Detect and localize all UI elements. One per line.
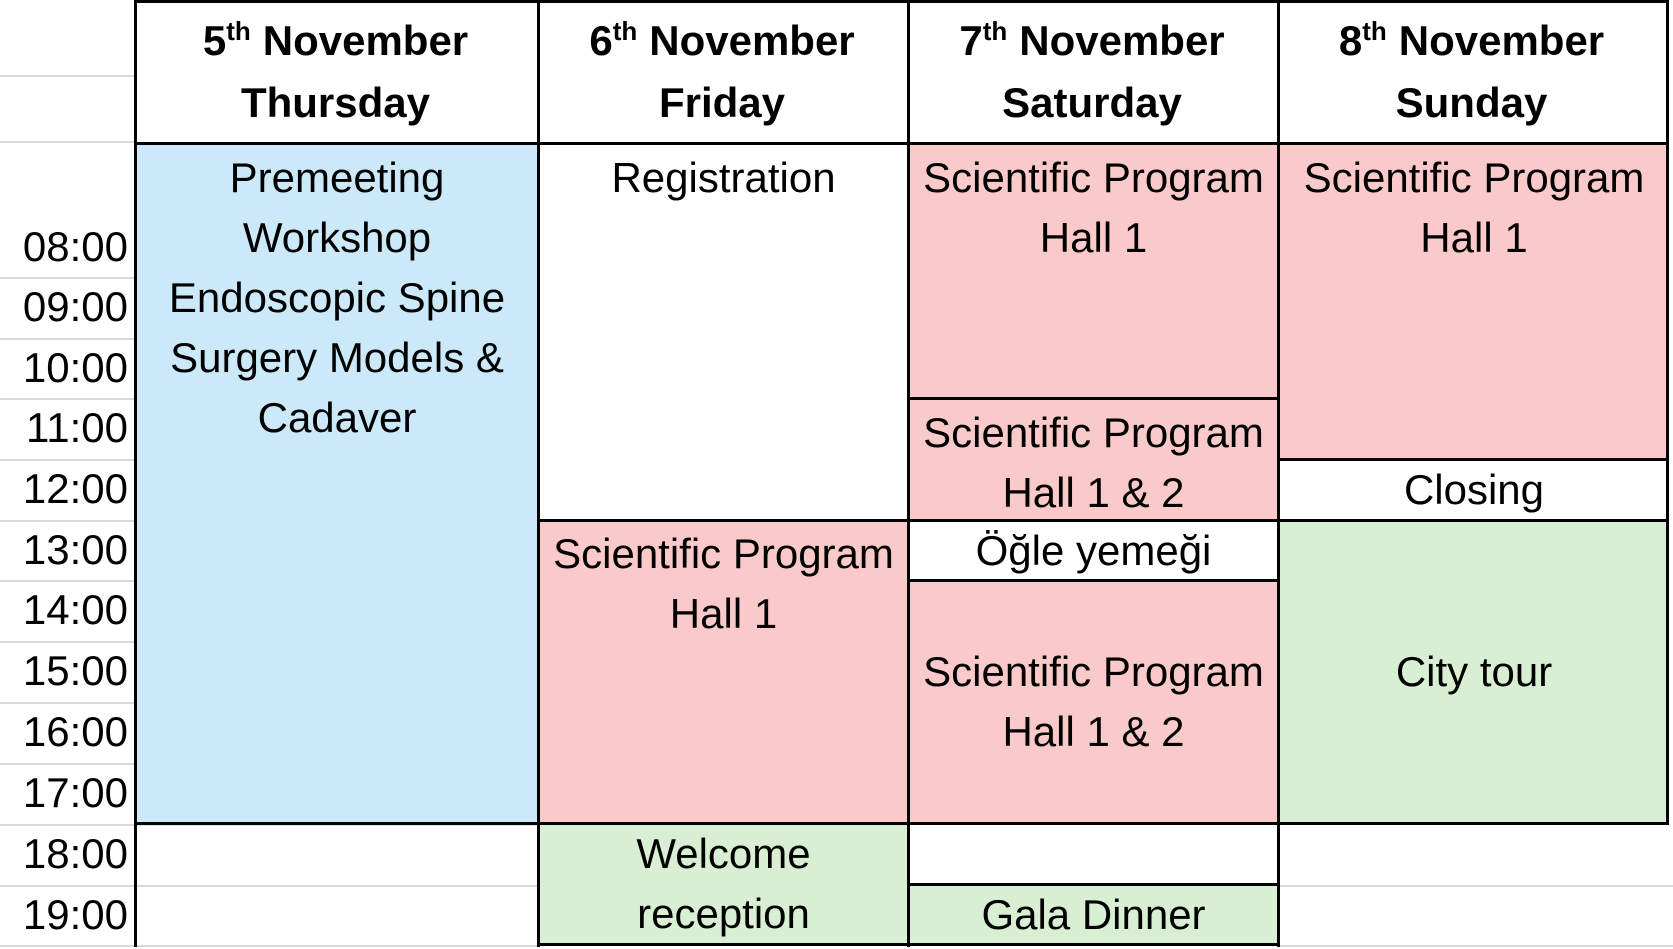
- event-line: Premeeting: [229, 154, 445, 201]
- event-line: Scientific Program: [923, 409, 1264, 456]
- time-label: 19:00: [22, 891, 128, 938]
- time-label: 16:00: [22, 708, 128, 755]
- time-label: 09:00: [22, 283, 128, 330]
- grid-line: [0, 141, 134, 143]
- cell-border: [537, 519, 1669, 522]
- cell-border: [537, 0, 540, 947]
- event-line: Registration: [611, 154, 836, 201]
- day-header-weekday: Saturday: [1002, 78, 1182, 126]
- event-line: Endoscopic Spine: [168, 274, 506, 321]
- event-scientific-program-hall12-saturday-am: Scientific Program Hall 1 & 2: [910, 400, 1277, 522]
- day-header-date: 6th November: [589, 15, 855, 64]
- event-closing: Closing: [1280, 460, 1668, 519]
- event-line: Workshop: [242, 214, 432, 261]
- event-line: Scientific Program: [923, 154, 1264, 201]
- event-premeeting-workshop: Premeeting Workshop Endoscopic Spine Sur…: [137, 145, 537, 826]
- event-scientific-program-hall12-saturday-pm: Scientific Program Hall 1 & 2: [910, 582, 1277, 822]
- day-header-thursday: 5th November Thursday: [134, 2, 537, 141]
- grid-line: [0, 580, 134, 582]
- time-label: 11:00: [26, 404, 128, 451]
- grid-line: [0, 702, 134, 704]
- event-line: City tour: [1395, 647, 1553, 695]
- time-label: 14:00: [22, 586, 128, 633]
- ordinal-suffix: th: [1362, 15, 1387, 46]
- event-line: Surgery Models &: [170, 334, 504, 381]
- day-header-date: 5th November: [202, 15, 469, 64]
- grid-line: [0, 398, 134, 400]
- event-line: Closing: [1403, 465, 1545, 513]
- cell-border: [1277, 0, 1280, 947]
- event-line: Hall 1 & 2: [1002, 469, 1185, 516]
- grid-line: [0, 338, 134, 340]
- day-header-weekday: Sunday: [1395, 78, 1548, 126]
- day-header-saturday: 7th November Saturday: [907, 2, 1277, 141]
- ordinal-suffix: th: [226, 15, 251, 46]
- event-line: Hall 1: [1420, 214, 1528, 261]
- grid-line: [0, 945, 537, 947]
- event-line: Scientific Program: [553, 530, 894, 577]
- day-header-date: 8th November: [1338, 15, 1605, 64]
- time-label: 13:00: [22, 526, 128, 573]
- grid-line: [1277, 885, 1673, 887]
- grid-line: [0, 277, 134, 279]
- event-line: Scientific Program: [923, 648, 1264, 695]
- event-line: Öğle yemeği: [975, 527, 1212, 574]
- event-scientific-program-hall1-friday: Scientific Program Hall 1: [540, 521, 907, 825]
- event-line: Gala Dinner: [981, 890, 1206, 938]
- grid-line: [0, 75, 134, 77]
- event-line: Cadaver: [257, 394, 417, 441]
- time-label: 10:00: [22, 344, 128, 391]
- grid-line: [0, 824, 134, 826]
- time-label: 08:00: [22, 223, 128, 270]
- cell-border: [134, 0, 137, 947]
- event-gala-dinner: Gala Dinner: [910, 886, 1277, 943]
- time-label: 18:00: [22, 830, 128, 877]
- time-label: 17:00: [22, 769, 128, 816]
- event-registration: Registration: [540, 145, 907, 522]
- cell-border: [134, 0, 1669, 3]
- ordinal-suffix: th: [982, 15, 1008, 46]
- event-scientific-program-hall1-sunday: Scientific Program Hall 1: [1280, 145, 1668, 461]
- grid-line: [0, 459, 134, 461]
- cell-border: [537, 943, 1280, 946]
- event-line: Welcome: [636, 830, 811, 877]
- grid-line: [1277, 945, 1673, 947]
- event-line: Hall 1: [669, 590, 778, 637]
- cell-border: [134, 822, 1669, 825]
- time-label: 15:00: [22, 647, 128, 694]
- cell-border: [907, 579, 1280, 582]
- event-line: Hall 1 & 2: [1002, 708, 1185, 755]
- grid-line: [0, 520, 134, 522]
- day-header-date: 7th November: [959, 15, 1225, 64]
- ordinal-suffix: th: [612, 15, 638, 46]
- cell-border: [134, 142, 1669, 145]
- day-header-sunday: 8th November Sunday: [1277, 2, 1666, 141]
- cell-border: [907, 883, 1280, 886]
- day-header-weekday: Thursday: [240, 78, 431, 126]
- grid-line: [0, 641, 134, 643]
- day-header-friday: 6th November Friday: [537, 2, 907, 141]
- cell-border: [907, 0, 910, 947]
- cell-border: [1666, 0, 1669, 825]
- event-line: reception: [637, 890, 810, 937]
- grid-line: [0, 885, 537, 887]
- event-lunch: Öğle yemeği: [910, 521, 1277, 579]
- event-line: Scientific Program: [1303, 154, 1645, 201]
- time-label: 12:00: [22, 465, 128, 512]
- event-welcome-reception: Welcome reception: [540, 825, 907, 943]
- grid-line: [0, 763, 134, 765]
- event-scientific-program-hall1-saturday-am: Scientific Program Hall 1: [910, 145, 1277, 400]
- event-line: Hall 1: [1039, 214, 1148, 261]
- day-header-weekday: Friday: [658, 78, 786, 126]
- cell-border: [907, 397, 1280, 400]
- event-city-tour: City tour: [1280, 521, 1668, 822]
- cell-border: [1277, 458, 1669, 461]
